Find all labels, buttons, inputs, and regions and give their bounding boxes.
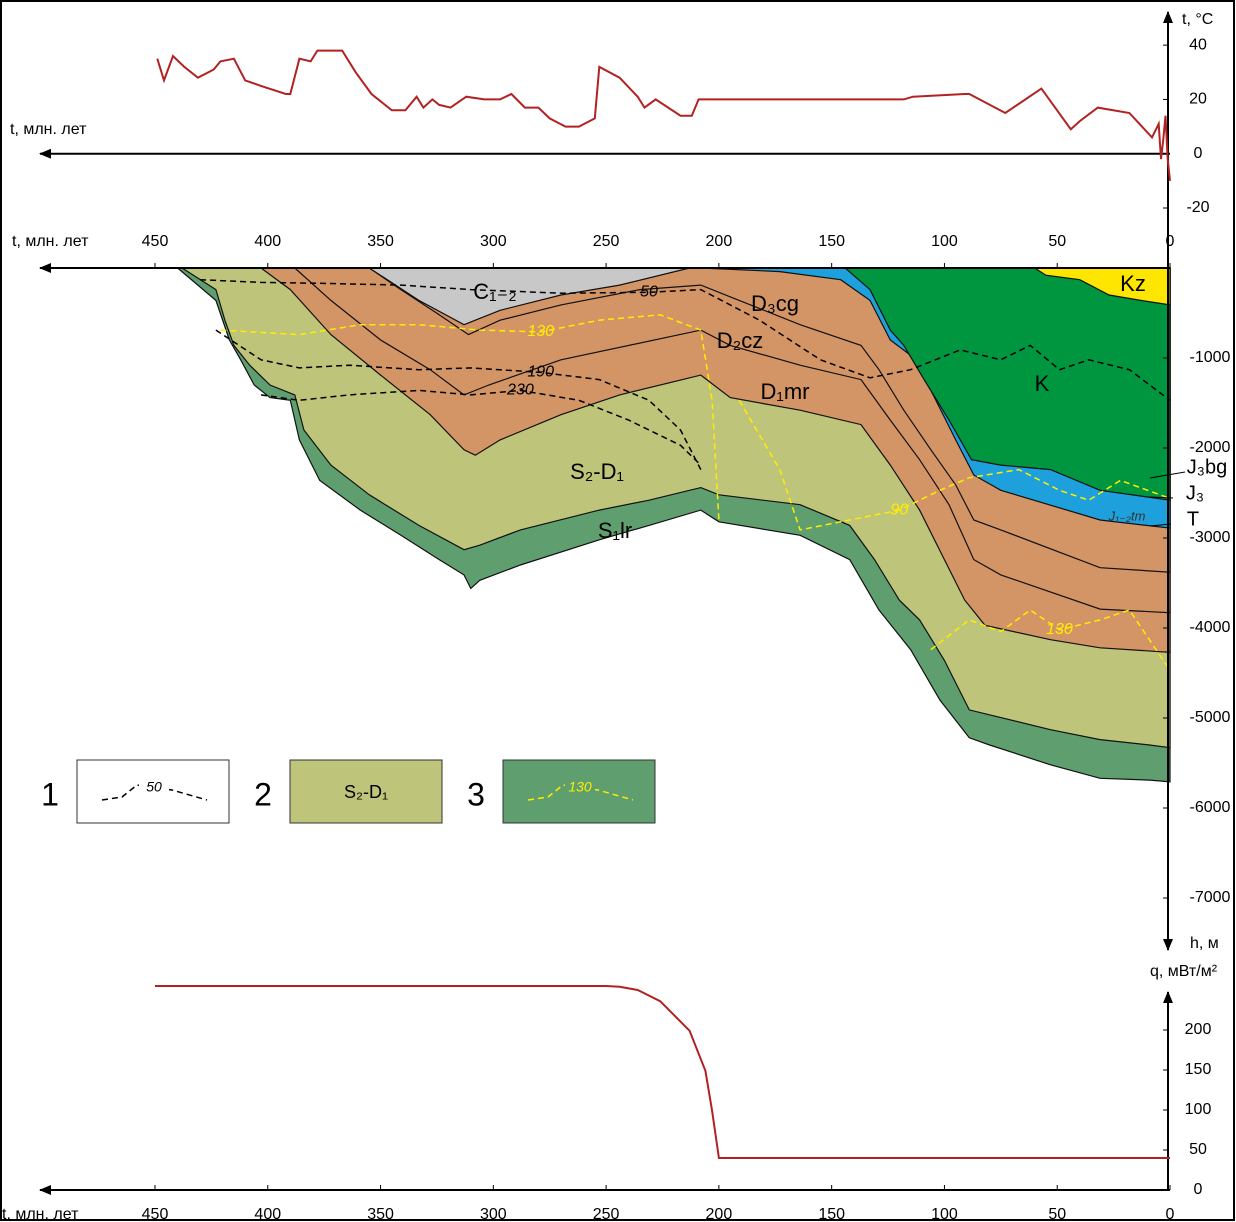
- x-tick-label: 300: [480, 1206, 507, 1222]
- unit-label: J₁₋₂tm: [1108, 508, 1146, 523]
- legend-number: 1: [41, 776, 59, 812]
- isotherm: [260, 389, 702, 466]
- y-tick-label: -5000: [1190, 709, 1231, 726]
- unit-label: D₂cz: [717, 328, 763, 353]
- isotherm: [220, 314, 720, 521]
- x-tick-label: 450: [142, 1206, 169, 1222]
- isotherm-label: 190: [527, 364, 554, 381]
- isotherm: [215, 329, 702, 470]
- y-tick-label: 0: [1194, 145, 1203, 162]
- x-tick-label: 300: [480, 233, 507, 250]
- annotation: T: [1187, 508, 1199, 530]
- y-axis-label: h, м: [1190, 935, 1219, 952]
- x-tick-label: 150: [818, 1206, 845, 1222]
- isotherm-label: 130: [527, 323, 554, 340]
- x-axis-label: t, млн. лет: [2, 1206, 79, 1222]
- isotherm: [930, 609, 1171, 671]
- legend-label-bg: [139, 780, 169, 796]
- legend-line: [527, 784, 634, 801]
- x-tick-label: 0: [1166, 233, 1175, 250]
- unit-label: S₁lr: [598, 518, 632, 543]
- stratigraphic-unit: [843, 267, 1171, 501]
- stratigraphic-unit: [367, 267, 690, 326]
- legend-box: [289, 759, 443, 824]
- x-tick-label: 50: [1048, 1206, 1066, 1222]
- y-tick-label: 50: [1189, 1141, 1207, 1158]
- y-tick-label: 150: [1185, 1061, 1212, 1078]
- y-axis-label: t, °C: [1182, 11, 1213, 28]
- y-tick-label: 20: [1189, 91, 1207, 108]
- x-tick-label: 100: [931, 233, 958, 250]
- x-tick-label: 100: [931, 1206, 958, 1222]
- x-tick-label: 250: [593, 233, 620, 250]
- x-tick-label: 400: [254, 1206, 281, 1222]
- y-tick-label: 40: [1189, 36, 1207, 53]
- y-tick-label: -4000: [1190, 619, 1231, 636]
- legend-label: S₂-D₁: [344, 782, 388, 802]
- x-tick-label: 200: [706, 1206, 733, 1222]
- y-tick-label: -7000: [1190, 889, 1231, 906]
- legend-number: 2: [254, 776, 272, 812]
- unit-label: K: [1035, 371, 1050, 396]
- isotherm-label: 50: [640, 284, 658, 301]
- y-tick-label: 0: [1194, 1181, 1203, 1198]
- unit-label: D₃cg: [751, 291, 799, 316]
- legend-label: 50: [146, 779, 162, 795]
- x-tick-label: 450: [142, 233, 169, 250]
- x-tick-label: 400: [254, 233, 281, 250]
- unit-label: Kz: [1120, 271, 1146, 296]
- legend-number: 3: [467, 776, 485, 812]
- x-tick-label: 350: [367, 233, 394, 250]
- legend-line: [101, 784, 208, 801]
- unit-label: C₁₋₂: [473, 279, 516, 304]
- x-tick-label: 350: [367, 1206, 394, 1222]
- x-axis-label: t, млн. лет: [10, 121, 87, 138]
- y-tick-label: -1000: [1190, 349, 1231, 366]
- y-tick-label: -20: [1186, 199, 1209, 216]
- stratigraphic-unit: [1032, 267, 1171, 306]
- data-line: [155, 985, 1170, 1159]
- x-tick-label: 50: [1048, 233, 1066, 250]
- x-tick-label: 200: [706, 233, 733, 250]
- y-tick-label: -2000: [1190, 439, 1231, 456]
- x-tick-label: 0: [1166, 1206, 1175, 1222]
- annotation-leader: [1149, 496, 1174, 499]
- annotation: J₃bg: [1187, 456, 1227, 478]
- y-tick-label: 100: [1185, 1101, 1212, 1118]
- data-line: [156, 49, 1171, 182]
- x-axis-label: t, млн. лет: [12, 233, 89, 250]
- x-tick-label: 150: [818, 233, 845, 250]
- isotherm: [200, 278, 1171, 401]
- isotherm-label: 230: [506, 382, 534, 399]
- isotherm: [738, 399, 1171, 531]
- y-tick-label: -3000: [1190, 529, 1231, 546]
- isotherm-label: 130: [1046, 621, 1073, 638]
- y-tick-label: 200: [1185, 1021, 1212, 1038]
- x-tick-label: 250: [593, 1206, 620, 1222]
- legend-label-bg: [565, 780, 595, 796]
- y-tick-label: -6000: [1190, 799, 1231, 816]
- y-axis-label: q, мВт/м²: [1150, 963, 1218, 980]
- unit-label: D₁mr: [761, 379, 810, 404]
- unit-label: S₂-D₁: [570, 459, 624, 484]
- isotherm-label: 90: [890, 501, 908, 518]
- legend-label: 130: [568, 779, 592, 795]
- annotation: J₃: [1186, 482, 1204, 504]
